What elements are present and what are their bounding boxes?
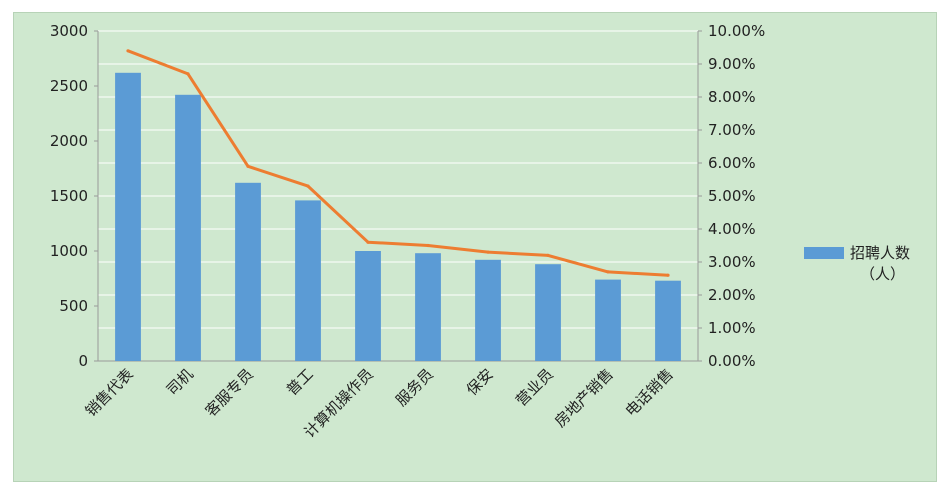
- y-tick-label-left: 1500: [50, 187, 88, 205]
- bar: [235, 182, 261, 361]
- x-tick-label: 普工: [283, 365, 317, 399]
- y-tick-label-right: 0.00%: [708, 352, 756, 370]
- line-point: [366, 240, 370, 244]
- y-tick-label-right: 6.00%: [708, 154, 756, 172]
- bar: [175, 94, 201, 362]
- y-tick-label-right: 3.00%: [708, 253, 756, 271]
- x-tick-label: 服务员: [392, 365, 437, 410]
- bar: [655, 280, 681, 361]
- bar: [295, 200, 321, 361]
- x-tick-label: 房地产销售: [551, 365, 617, 431]
- x-tick-label: 保安: [463, 365, 497, 399]
- line-point: [486, 250, 490, 254]
- line-point: [606, 270, 610, 274]
- y-tick-label-left: 3000: [50, 22, 88, 40]
- x-tick-label: 销售代表: [82, 365, 137, 420]
- y-tick-label-right: 1.00%: [708, 319, 756, 337]
- bar: [595, 279, 621, 361]
- y-tick-label-right: 2.00%: [708, 286, 756, 304]
- line-point: [426, 243, 430, 248]
- line-point: [666, 273, 670, 277]
- line-point: [546, 253, 550, 257]
- y-tick-label-left: 2500: [50, 77, 88, 95]
- y-tick-label-right: 7.00%: [708, 121, 756, 139]
- x-tick-label: 电话销售: [622, 365, 677, 420]
- bar: [535, 264, 561, 361]
- legend-label-unit: （人）: [860, 265, 905, 283]
- chart-area: 0 500 1000 1500 2000 2500 3000 0.00% 1.00% 2.00% 3…: [13, 12, 937, 482]
- line-series: [127, 49, 669, 277]
- bar: [415, 253, 441, 361]
- y-tick-label-right: 4.00%: [708, 220, 756, 238]
- x-tick-label: 客服专员: [202, 365, 257, 420]
- legend-label: 招聘人数: [850, 244, 910, 262]
- combo-chart: 0 500 1000 1500 2000 2500 3000 0.00% 1.00% 2.00% 3…: [50, 22, 910, 441]
- legend-swatch: [804, 247, 844, 259]
- line-point: [126, 49, 130, 53]
- x-tick-label: 司机: [163, 365, 197, 399]
- bar: [355, 251, 381, 361]
- line-point: [246, 164, 250, 168]
- y-tick-label-left: 1000: [50, 242, 88, 260]
- y-tick-label-left: 2000: [50, 132, 88, 150]
- y-tick-label-left: 500: [59, 297, 88, 315]
- y-tick-label-left: 0: [78, 352, 88, 370]
- x-tick-label: 营业员: [512, 365, 557, 410]
- bar: [115, 72, 141, 362]
- y-tick-label-right: 10.00%: [708, 22, 765, 40]
- y-tick-label-right: 9.00%: [708, 55, 756, 73]
- bar: [475, 259, 501, 361]
- line-point: [186, 72, 190, 76]
- line-point: [306, 184, 310, 188]
- y-tick-label-right: 8.00%: [708, 88, 756, 106]
- y-tick-label-right: 5.00%: [708, 187, 756, 205]
